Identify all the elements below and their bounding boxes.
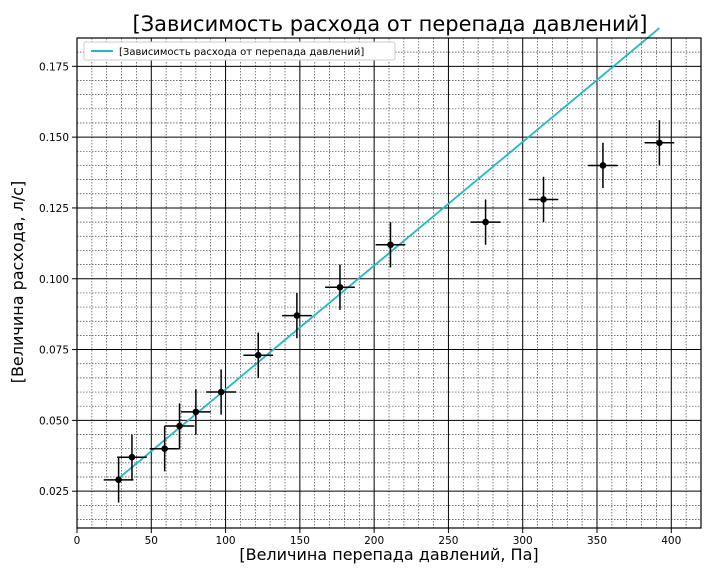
x-tick-label: 100 — [216, 535, 236, 547]
legend: [Зависимость расхода от перепада давлени… — [83, 41, 396, 61]
data-point — [540, 196, 547, 203]
y-axis-label: [Величина расхода, л/с] — [8, 181, 27, 384]
plot-frame — [76, 37, 702, 529]
y-tick-label: 0.050 — [39, 415, 69, 427]
x-tick-label: 250 — [438, 535, 458, 547]
y-tick-label: 0.125 — [39, 203, 69, 215]
data-point — [128, 453, 136, 461]
points-layer — [103, 120, 675, 503]
x-tick-label: 200 — [364, 535, 384, 547]
x-tick-label: 400 — [661, 535, 681, 547]
legend-label: [Зависимость расхода от перепада давлени… — [119, 47, 364, 58]
fit-line-layer — [118, 27, 660, 480]
axes-layer — [76, 37, 702, 529]
x-axis-label: [Величина перепада давлений, Па] — [239, 545, 538, 564]
data-point — [336, 283, 344, 291]
data-point — [176, 422, 183, 430]
x-tick-label: 150 — [290, 535, 310, 547]
major-grid — [76, 38, 701, 528]
x-tick-label: 350 — [587, 535, 607, 547]
data-point — [293, 312, 301, 319]
y-tick-label: 0.025 — [39, 486, 69, 498]
fit-line — [118, 27, 660, 480]
y-tick-label: 0.150 — [39, 132, 69, 144]
ticks-layer: 0 50 100 150 200 250 300 350 400 0.025 0.050 0.075 0… — [39, 61, 681, 547]
data-point — [115, 476, 122, 484]
x-tick-label: 0 — [74, 535, 81, 547]
y-tick-label: 0.175 — [39, 61, 69, 73]
y-tick-label: 0.075 — [39, 345, 69, 357]
data-point — [656, 139, 663, 147]
chart-title: [Зависимость расхода от перепада давлени… — [133, 12, 648, 36]
data-point — [387, 241, 394, 249]
data-point — [161, 445, 168, 452]
y-tick-label: 0.100 — [39, 274, 69, 286]
data-point — [254, 351, 262, 359]
data-point — [599, 162, 607, 169]
data-point — [217, 388, 225, 396]
data-point — [192, 408, 200, 416]
x-tick-label: 50 — [145, 535, 158, 547]
x-tick-label: 300 — [513, 535, 533, 547]
minor-grid — [77, 37, 702, 528]
legend-box — [83, 41, 396, 61]
data-point — [482, 218, 489, 226]
